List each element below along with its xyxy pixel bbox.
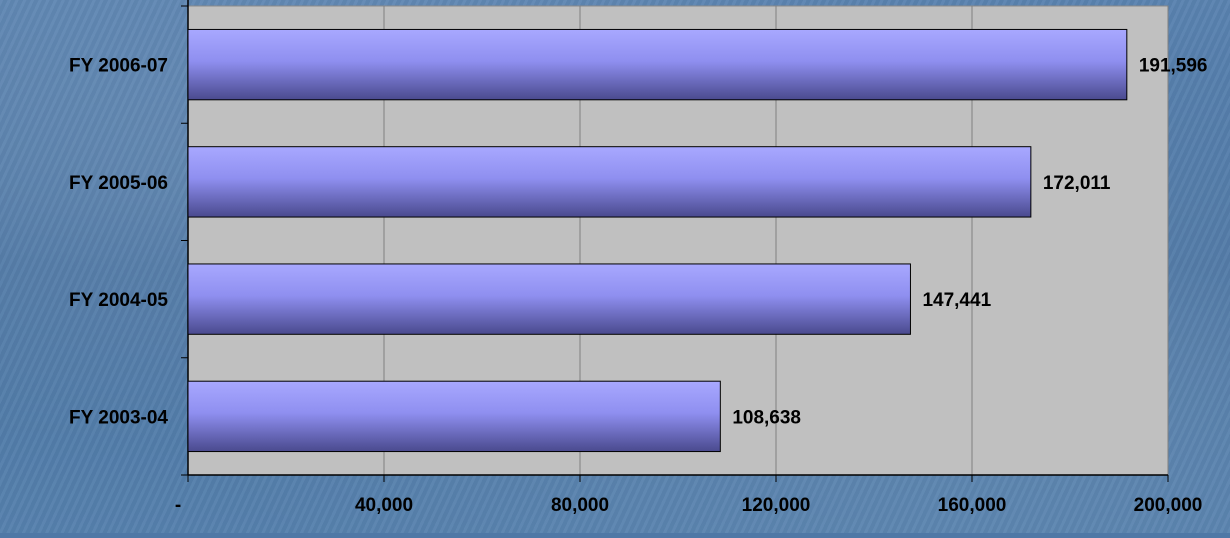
x-tick-label: 80,000 [551, 495, 609, 516]
category-label: FY 2004-05 [69, 290, 168, 311]
bars [187, 28, 1128, 453]
x-tick-label: 40,000 [355, 495, 413, 516]
category-labels: FY 2003-04 FY 2004-05 FY 2005-06 FY 2006-07 [69, 56, 168, 429]
category-label: FY 2005-06 [69, 173, 168, 194]
bar [187, 146, 1032, 218]
value-label: 147,441 [922, 290, 991, 311]
value-label: 191,596 [1139, 56, 1208, 77]
x-tick-labels: - 40,000 80,000 120,000 160,000 200,000 [175, 495, 1203, 516]
bar [187, 380, 721, 453]
bar [187, 28, 1128, 101]
x-tick-label: - [175, 495, 181, 516]
value-label: 108,638 [732, 407, 801, 428]
value-labels: 108,638 147,441 172,011 191,596 [732, 56, 1207, 429]
x-tick-label: 200,000 [1134, 495, 1203, 516]
x-tick-label: 120,000 [742, 495, 811, 516]
bar [187, 263, 911, 335]
value-label: 172,011 [1043, 173, 1111, 194]
category-label: FY 2003-04 [69, 407, 168, 428]
x-tick-label: 160,000 [938, 495, 1007, 516]
category-label: FY 2006-07 [69, 56, 168, 77]
